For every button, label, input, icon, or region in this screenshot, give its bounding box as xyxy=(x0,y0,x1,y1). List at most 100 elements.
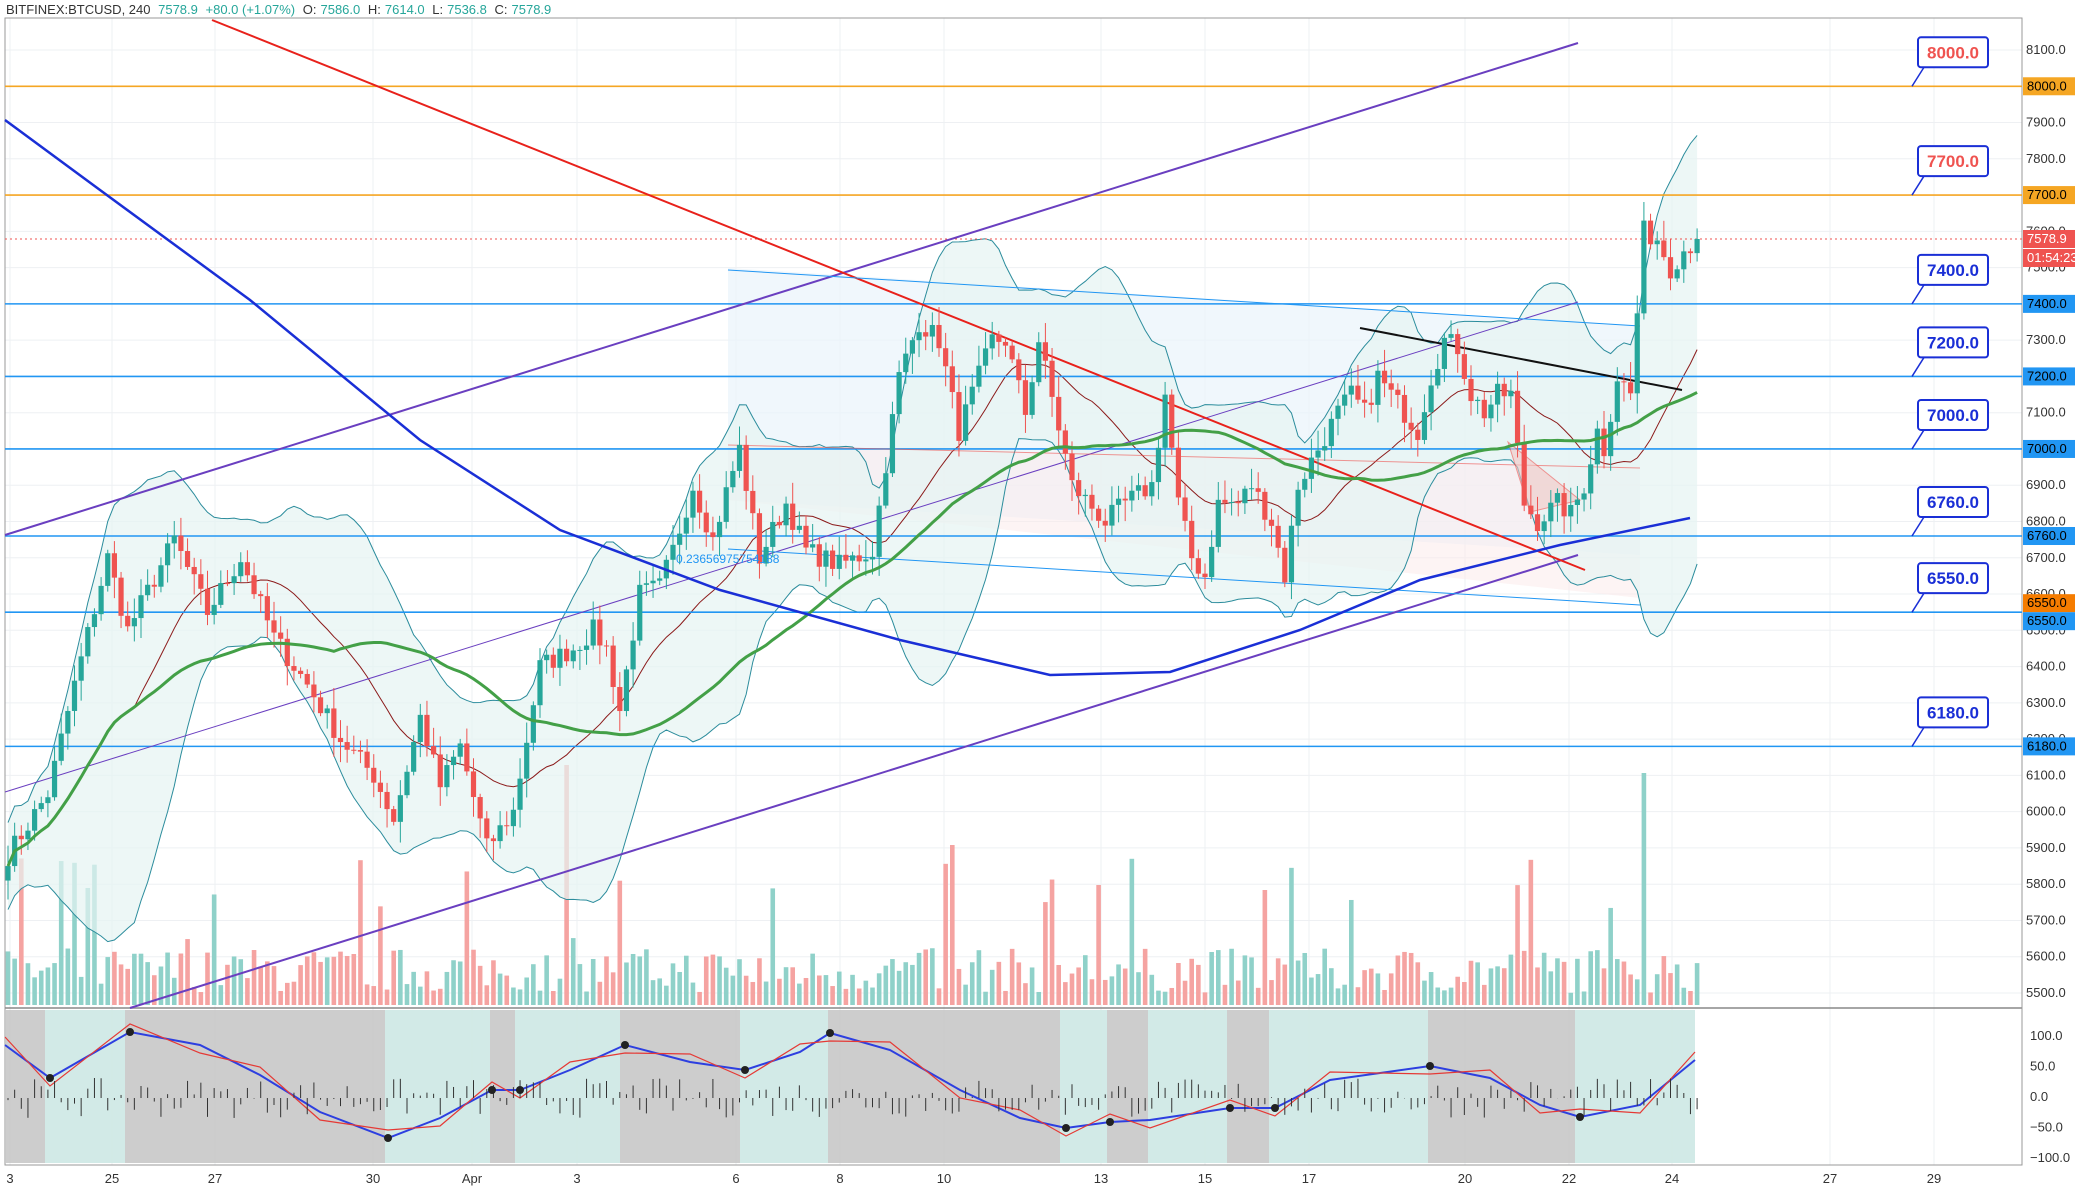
volume-bar xyxy=(777,978,782,1005)
price-tick-label: 7100.0 xyxy=(2026,405,2066,420)
candle-body xyxy=(1076,480,1082,497)
volume-bar xyxy=(1043,902,1048,1005)
candle-body xyxy=(1062,430,1068,454)
time-tick-label: 8 xyxy=(836,1171,843,1186)
bollinger-basis xyxy=(7,349,1698,867)
candle-body xyxy=(98,585,104,615)
candle-body xyxy=(830,550,836,569)
candle-body xyxy=(637,584,643,641)
volume-bar xyxy=(138,953,144,1005)
volume-bar xyxy=(650,980,656,1005)
candle-body xyxy=(524,742,530,779)
volume-bar xyxy=(258,966,263,1005)
candle-body xyxy=(417,714,423,743)
volume-bar xyxy=(145,962,150,1005)
candle-body xyxy=(876,505,882,557)
volume-bar xyxy=(1555,958,1560,1005)
volume-bar xyxy=(996,961,1002,1005)
volume-bar xyxy=(52,963,57,1005)
volume-bar xyxy=(1455,976,1460,1005)
volume-bar xyxy=(118,964,124,1005)
candle-body xyxy=(1628,382,1634,394)
volume-bar xyxy=(1634,979,1640,1005)
candle-body xyxy=(1568,504,1574,517)
candle-body xyxy=(1129,490,1135,501)
volume-bar xyxy=(1402,951,1407,1005)
volume-bar xyxy=(1581,991,1587,1005)
volume-bar xyxy=(570,938,576,1005)
time-tick-label: 27 xyxy=(208,1171,222,1186)
candle-body xyxy=(1614,381,1620,422)
price-tick-label: 5800.0 xyxy=(2026,876,2066,891)
badge-7000: 7000.0 xyxy=(2027,441,2067,456)
candle-body xyxy=(211,604,217,615)
candle-body xyxy=(178,535,184,552)
oscillator-shade-up xyxy=(1575,1010,1695,1163)
candle-body xyxy=(583,645,590,650)
crossover-dot xyxy=(1271,1104,1279,1112)
volume-bar xyxy=(1229,948,1234,1005)
candle-body xyxy=(690,490,696,518)
candle-body xyxy=(1149,482,1155,497)
oscillator-shade-down xyxy=(1428,1010,1575,1163)
candle-body xyxy=(1388,383,1394,390)
price-tick-label: 6700.0 xyxy=(2026,550,2066,565)
close-value: 7578.9 xyxy=(511,2,552,17)
channel-bottom xyxy=(727,548,1641,606)
volume-bar xyxy=(298,965,303,1005)
badge-6760: 6760.0 xyxy=(2027,528,2067,543)
volume-bar xyxy=(1422,980,1427,1005)
volume-bar xyxy=(544,955,549,1005)
volume-bar xyxy=(158,966,164,1005)
volume-bar xyxy=(1196,964,1201,1005)
volume-bar xyxy=(1255,987,1261,1005)
volume-bar xyxy=(976,950,982,1005)
price-tick-label: 6300.0 xyxy=(2026,695,2066,710)
candle-body xyxy=(843,554,849,561)
volume-bar xyxy=(684,955,689,1005)
candle-body xyxy=(138,595,144,619)
volume-bar xyxy=(743,975,749,1005)
volume-bar xyxy=(1282,964,1288,1005)
crossover-dot xyxy=(384,1134,392,1142)
volume-bar xyxy=(1335,988,1341,1005)
low-value: 7536.8 xyxy=(447,2,487,17)
candle-body xyxy=(1089,494,1095,509)
candle-body xyxy=(557,648,563,668)
price-tick-label: 5500.0 xyxy=(2026,985,2066,1000)
volume-bar xyxy=(25,963,31,1005)
volume-bar xyxy=(1362,970,1367,1005)
volume-bar xyxy=(1083,955,1088,1005)
candle-body xyxy=(324,708,330,714)
candle-body xyxy=(836,554,842,569)
volume-bar xyxy=(1442,990,1447,1005)
annotation-pointer xyxy=(1911,726,1925,747)
badge-7700-bg xyxy=(2023,186,2075,205)
volume-bar xyxy=(431,990,436,1005)
volume-bar xyxy=(1528,859,1534,1005)
badge-countdown-bg xyxy=(2023,248,2075,267)
annotation-box-6760 xyxy=(1917,486,1989,519)
candle-body xyxy=(1521,442,1527,506)
candle-body xyxy=(1641,220,1647,314)
volume-bar xyxy=(1049,879,1055,1005)
candle-body xyxy=(1282,547,1288,583)
high-label: H: xyxy=(367,2,381,17)
candle-body xyxy=(923,332,929,337)
volume-bar xyxy=(238,959,244,1005)
volume-bar xyxy=(1102,979,1108,1005)
candle-body xyxy=(703,512,709,533)
volume-bar xyxy=(32,977,37,1005)
badge-current: 7578.9 xyxy=(2027,231,2067,246)
volume-bar xyxy=(358,860,363,1005)
volume-bar xyxy=(92,864,97,1005)
volume-bar xyxy=(1162,991,1168,1005)
candle-body xyxy=(1362,399,1368,403)
volume-bar xyxy=(1568,992,1574,1005)
candle-body xyxy=(603,645,610,647)
price-tick-label: 5700.0 xyxy=(2026,912,2066,927)
volume-bar xyxy=(630,953,636,1005)
volume-bar xyxy=(1674,964,1680,1005)
volume-bar xyxy=(245,978,250,1005)
